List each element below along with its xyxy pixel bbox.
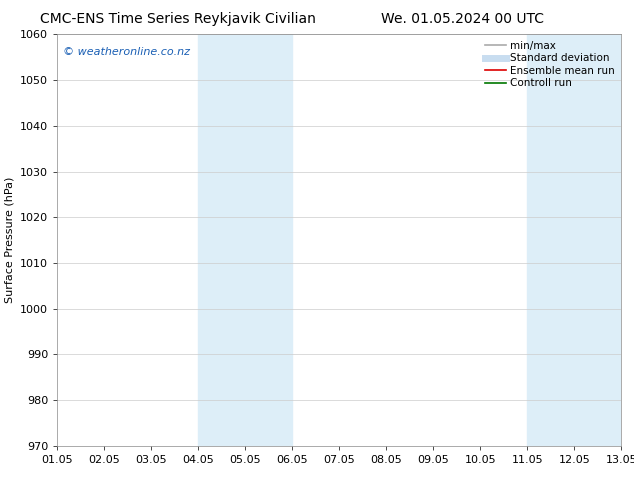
Text: © weatheronline.co.nz: © weatheronline.co.nz [63, 47, 190, 57]
Text: CMC-ENS Time Series Reykjavik Civilian: CMC-ENS Time Series Reykjavik Civilian [39, 12, 316, 26]
Text: We. 01.05.2024 00 UTC: We. 01.05.2024 00 UTC [381, 12, 545, 26]
Bar [527, 34, 621, 446]
Bar [198, 34, 292, 446]
Y-axis label: Surface Pressure (hPa): Surface Pressure (hPa) [4, 177, 15, 303]
Legend: min/max, Standard deviation, Ensemble mean run, Controll run: min/max, Standard deviation, Ensemble me… [482, 37, 618, 92]
